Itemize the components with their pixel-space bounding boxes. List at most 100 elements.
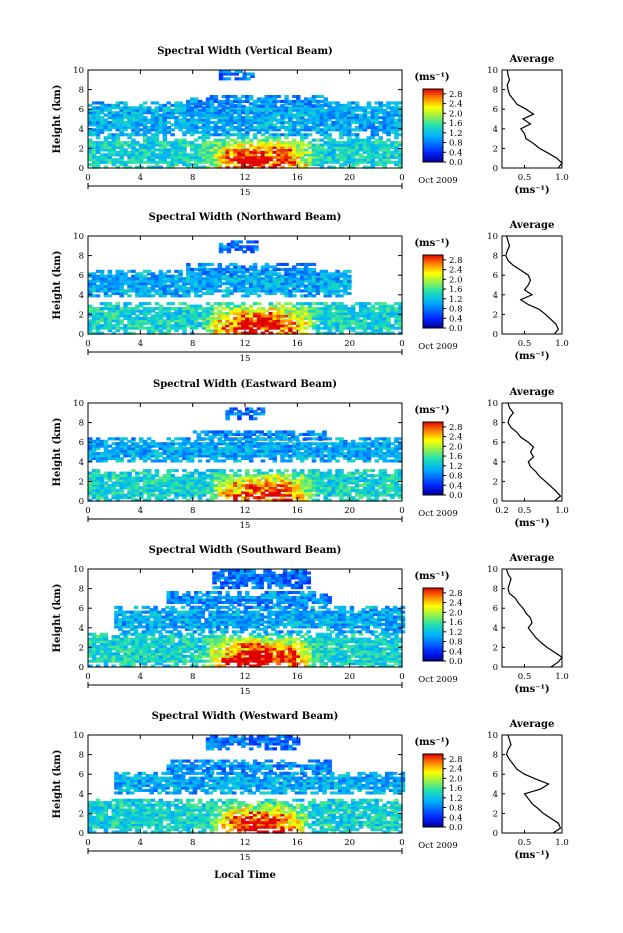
heatmap-cell	[214, 307, 219, 310]
heatmap-cell	[284, 95, 289, 98]
heatmap-cell	[304, 97, 309, 100]
heatmap-cell	[390, 141, 395, 144]
heatmap-cell	[304, 302, 309, 305]
heatmap-cell	[123, 141, 128, 144]
heatmap-cell	[210, 263, 215, 266]
heatmap-cell	[167, 161, 172, 164]
heatmap-cell	[339, 141, 344, 144]
heatmap-cell	[320, 128, 325, 131]
heatmap-cell	[92, 141, 97, 144]
heatmap-cell	[222, 139, 227, 142]
heatmap-cell	[273, 133, 278, 136]
heatmap-cell	[327, 469, 332, 472]
heatmap-cell	[335, 459, 340, 462]
heatmap-cell	[139, 472, 144, 475]
heatmap-cell	[371, 106, 376, 109]
heatmap-cell	[390, 474, 395, 477]
heatmap-cell	[214, 494, 219, 497]
heatmap-cell	[265, 494, 270, 497]
heatmap-cell	[386, 139, 391, 142]
heatmap-cell	[394, 136, 399, 139]
heatmap-cell	[151, 101, 156, 104]
average-y-tick-label: 2	[493, 310, 498, 320]
average-y-tick-label: 6	[493, 271, 498, 281]
heatmap-cell	[367, 302, 372, 305]
heatmap-cell	[186, 305, 191, 308]
heatmap-cell	[280, 263, 285, 266]
heatmap-cell	[280, 268, 285, 271]
heatmap-cell	[284, 136, 289, 139]
heatmap-cell	[379, 101, 384, 104]
x-tick-label: 16	[292, 339, 303, 349]
heatmap-cell	[127, 472, 132, 475]
heatmap-cell	[218, 263, 223, 266]
heatmap-cell	[273, 144, 278, 147]
heatmap-cell	[375, 307, 380, 310]
heatmap-cell	[292, 114, 297, 117]
average-y-tick-label: 8	[493, 252, 498, 262]
day-label: 15	[240, 188, 251, 198]
heatmap-cell	[112, 437, 117, 440]
heatmap-cell	[155, 307, 160, 310]
heatmap-cell	[304, 322, 309, 325]
heatmap-cell	[159, 459, 164, 462]
heatmap-cell	[155, 136, 160, 139]
heatmap-cell	[284, 307, 289, 310]
heatmap-cell	[108, 484, 113, 487]
heatmap-cell	[327, 102, 332, 105]
heatmap-cell	[351, 128, 356, 131]
heatmap-cell	[312, 105, 317, 108]
heatmap-cell	[222, 312, 227, 315]
heatmap-cell	[233, 479, 238, 482]
heatmap-cell	[151, 450, 156, 453]
heatmap-cell	[190, 472, 195, 475]
heatmap-cell	[280, 305, 285, 308]
heatmap-cell	[246, 240, 251, 243]
heatmap-cell	[225, 95, 230, 98]
heatmap-cell	[222, 307, 227, 310]
heatmap-cell	[147, 287, 152, 290]
heatmap-cell	[327, 136, 332, 139]
heatmap-cell	[206, 481, 211, 484]
colorbar-tick-label: 0.4	[449, 148, 463, 158]
heatmap-cell	[355, 126, 360, 129]
heatmap-cell	[174, 469, 179, 472]
heatmap-cell	[123, 148, 128, 151]
heatmap-cell	[269, 474, 274, 477]
heatmap-cell	[127, 136, 132, 139]
heatmap-cell	[261, 265, 266, 268]
heatmap-cell	[155, 106, 160, 109]
heatmap-cell	[225, 136, 230, 139]
heatmap-cell	[237, 474, 242, 477]
heatmap-cell	[288, 100, 293, 103]
heatmap-cell	[116, 151, 121, 154]
heatmap-cell	[300, 100, 305, 103]
heatmap-cell	[178, 442, 183, 445]
heatmap-cell	[206, 141, 211, 144]
heatmap-cell	[242, 250, 247, 253]
heatmap-cell	[186, 119, 191, 122]
average-frame	[502, 70, 562, 168]
heatmap-cell	[359, 489, 364, 492]
heatmap-cell	[339, 280, 344, 283]
heatmap-cell	[233, 263, 238, 266]
heatmap-cell	[300, 133, 305, 136]
heatmap-cell	[253, 263, 258, 266]
heatmap-cell	[170, 302, 175, 305]
heatmap-cell	[379, 121, 384, 124]
average-x-tick-label: 0.5	[518, 339, 532, 349]
heatmap-cell	[159, 442, 164, 445]
heatmap-cell	[375, 474, 380, 477]
heatmap-cell	[245, 148, 250, 151]
heatmap-cell	[253, 450, 258, 453]
heatmap-cell	[167, 275, 172, 278]
heatmap-cell	[394, 307, 399, 310]
heatmap-cell	[351, 101, 356, 104]
heatmap-cell	[139, 477, 144, 480]
heatmap-cell	[100, 474, 105, 477]
heatmap-cell	[273, 156, 278, 159]
heatmap-cell	[135, 148, 140, 151]
heatmap-cell	[261, 133, 266, 136]
heatmap-cell	[237, 265, 242, 268]
heatmap-cell	[131, 275, 136, 278]
